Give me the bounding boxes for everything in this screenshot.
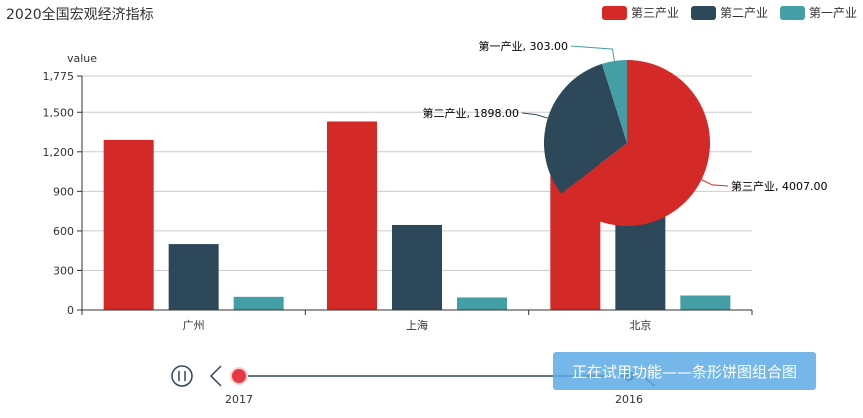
chevron-left-icon[interactable]	[209, 365, 222, 387]
bar-primary[interactable]	[457, 297, 507, 310]
bar-tertiary[interactable]	[103, 139, 154, 310]
pie-slice-secondary[interactable]	[544, 63, 627, 194]
pie-chart: 第三产业, 4007.00 第二产业, 1898.00 第一产业, 303.00	[423, 39, 827, 226]
bar-tertiary[interactable]	[327, 121, 377, 310]
y-axis-label: value	[67, 52, 97, 65]
y-tick-label: 1,500	[43, 106, 75, 119]
x-tick-label: 广州	[183, 319, 205, 332]
legend-label-secondary: 第二产业	[719, 6, 768, 20]
y-tick-label: 600	[53, 225, 74, 238]
pie-label-tertiary: 第三产业, 4007.00	[731, 179, 827, 193]
pie-leader-primary	[570, 45, 615, 62]
legend: 第三产业 第二产业 第一产业	[601, 4, 857, 21]
bar-primary[interactable]	[233, 296, 284, 310]
y-tick-label: 900	[53, 185, 74, 198]
pie-slice-primary[interactable]	[601, 60, 627, 143]
timeline-year-label[interactable]: 2016	[615, 393, 643, 406]
timeline-current-marker[interactable]	[230, 367, 248, 385]
pie-slice-tertiary[interactable]	[561, 60, 710, 226]
trial-banner: 正在试用功能——条形饼图组合图	[553, 352, 816, 390]
legend-swatch-primary	[779, 5, 805, 20]
x-tick-label: 上海	[406, 318, 428, 332]
axes: value 0 300 600 900 1,200 1,500 1,775 广州 上海 北京	[43, 52, 753, 332]
y-tick-label: 1,200	[43, 146, 75, 159]
legend-item-tertiary[interactable]: 第三产业	[601, 4, 679, 21]
legend-label-tertiary: 第三产业	[630, 6, 679, 20]
pause-icon[interactable]	[171, 365, 193, 387]
bar-primary[interactable]	[680, 295, 731, 310]
y-tick-label: 300	[53, 264, 74, 277]
chart-title: 2020全国宏观经济指标	[6, 7, 154, 23]
y-tick-label: 1,775	[43, 70, 75, 83]
x-tick-label: 北京	[629, 318, 651, 332]
legend-item-primary[interactable]: 第一产业	[779, 4, 857, 21]
y-tick-label: 0	[67, 304, 74, 317]
legend-swatch-secondary	[690, 5, 716, 20]
legend-swatch-tertiary	[601, 5, 627, 20]
pie-label-secondary: 第二产业, 1898.00	[423, 106, 519, 120]
timeline-year-label[interactable]: 2017	[225, 393, 253, 406]
legend-item-secondary[interactable]: 第二产业	[690, 4, 768, 21]
bar-series	[103, 121, 731, 310]
pie-leader-tertiary	[701, 179, 729, 187]
bar-secondary[interactable]	[392, 224, 442, 310]
pie-leader-secondary	[521, 112, 548, 119]
legend-label-primary: 第一产业	[808, 6, 857, 20]
bar-secondary[interactable]	[168, 244, 219, 310]
pie-label-primary: 第一产业, 303.00	[479, 39, 568, 53]
